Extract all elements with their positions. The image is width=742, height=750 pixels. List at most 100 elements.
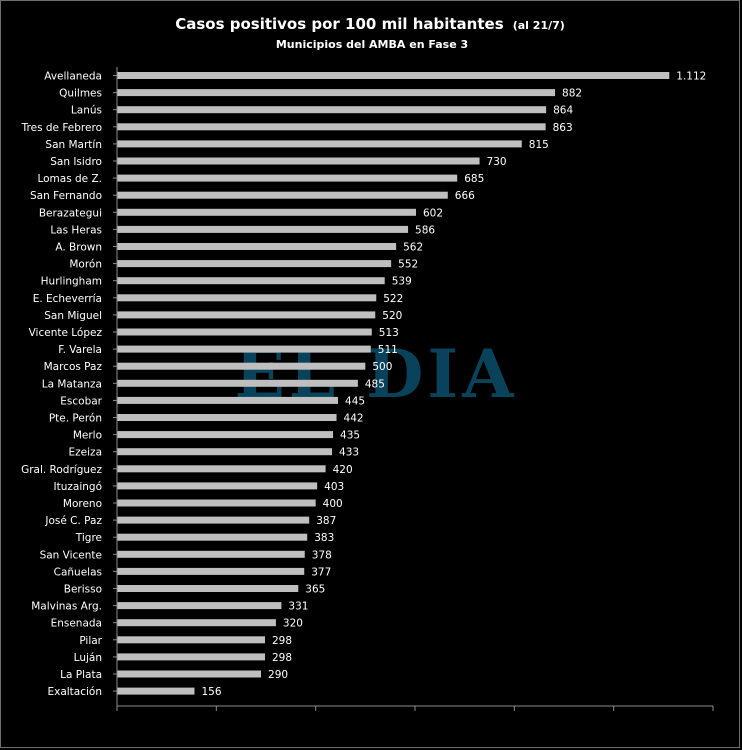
category-label: Avellaneda xyxy=(44,71,102,83)
category-label: San Fernando xyxy=(30,190,102,202)
chart-title-main: Casos positivos por 100 mil habitantes xyxy=(175,15,503,33)
bar xyxy=(117,465,326,473)
value-label: 156 xyxy=(201,686,221,698)
category-label: Gral. Rodríguez xyxy=(21,464,102,476)
chart-title-date: (al 21/7) xyxy=(513,19,565,32)
bar xyxy=(117,533,308,541)
bar xyxy=(117,379,358,387)
category-label: Cañuelas xyxy=(54,566,102,578)
category-label: La Plata xyxy=(60,669,102,681)
category-label: Ensenada xyxy=(51,618,102,630)
category-label: Tigre xyxy=(75,532,102,544)
category-label: Quilmes xyxy=(59,88,102,100)
category-label: San Isidro xyxy=(50,156,102,168)
value-label: 513 xyxy=(379,327,399,339)
category-label: Merlo xyxy=(73,430,102,442)
value-label: 815 xyxy=(529,139,549,151)
value-label: 685 xyxy=(464,173,484,185)
bar xyxy=(117,550,305,558)
category-label: Escobar xyxy=(60,395,102,407)
value-label: 320 xyxy=(283,618,303,630)
category-label: Ituzaingó xyxy=(54,481,102,493)
value-label: 864 xyxy=(553,105,573,117)
bar xyxy=(117,243,397,250)
value-label: 666 xyxy=(455,190,475,202)
value-label: 730 xyxy=(487,156,507,168)
bar xyxy=(117,482,318,490)
bar xyxy=(117,106,547,114)
chart-title: Casos positivos por 100 mil habitantes (… xyxy=(175,14,565,33)
bar xyxy=(117,277,385,285)
bar xyxy=(117,585,299,592)
bar xyxy=(117,431,334,439)
bar xyxy=(117,260,392,268)
category-label: Tres de Febrero xyxy=(21,122,102,134)
bar xyxy=(117,602,282,610)
value-label: 522 xyxy=(383,293,403,305)
category-label: Lanús xyxy=(71,105,102,117)
category-label: San Martín xyxy=(45,139,102,151)
value-label: 882 xyxy=(562,88,582,100)
bar xyxy=(117,448,333,456)
category-label: Las Heras xyxy=(50,224,102,236)
bar xyxy=(117,191,448,199)
value-label: 863 xyxy=(553,122,573,134)
value-label: 331 xyxy=(288,601,308,613)
bar xyxy=(117,653,266,661)
category-label: Pte. Perón xyxy=(49,413,102,425)
bar xyxy=(117,567,305,575)
value-label: 383 xyxy=(314,532,334,544)
bar xyxy=(117,123,546,131)
bars-group: Avellaneda 1.112 Quilmes 882 Lanús 864 Tres de… xyxy=(21,71,707,699)
bar xyxy=(117,225,409,233)
category-label: Ezeiza xyxy=(69,447,102,459)
bar xyxy=(117,89,556,97)
category-label: Berisso xyxy=(64,584,102,596)
axis-group xyxy=(116,67,714,711)
bar xyxy=(117,414,337,421)
value-label: 365 xyxy=(305,584,325,596)
value-label: 520 xyxy=(382,310,402,322)
category-label: San Miguel xyxy=(44,310,102,322)
value-label: 420 xyxy=(333,464,353,476)
category-label: Moreno xyxy=(63,498,102,510)
bar xyxy=(117,396,339,404)
bar xyxy=(117,670,262,678)
bar xyxy=(117,636,266,644)
bar xyxy=(117,157,480,165)
category-label: La Matanza xyxy=(42,378,102,390)
bar xyxy=(117,140,522,148)
bar xyxy=(117,499,316,507)
category-label: Hurlingham xyxy=(41,276,102,288)
category-label: San Vicente xyxy=(40,549,102,561)
value-label: 511 xyxy=(378,344,398,356)
bar xyxy=(117,345,371,353)
value-label: 552 xyxy=(398,259,418,271)
bar xyxy=(117,687,195,695)
value-label: 586 xyxy=(415,224,435,236)
category-label: Lomas de Z. xyxy=(37,173,102,185)
bar xyxy=(117,174,458,182)
category-label: Morón xyxy=(69,259,102,271)
value-label: 485 xyxy=(365,378,385,390)
bar xyxy=(117,328,372,336)
value-label: 602 xyxy=(423,207,443,219)
value-label: 403 xyxy=(324,481,344,493)
bar xyxy=(117,362,366,370)
category-label: Vicente López xyxy=(29,327,103,339)
bar xyxy=(117,619,276,627)
bar xyxy=(117,311,376,319)
category-label: Berazategui xyxy=(39,207,102,219)
value-label: 290 xyxy=(268,669,288,681)
category-label: Marcos Paz xyxy=(44,361,103,373)
chart-subtitle: Municipios del AMBA en Fase 3 xyxy=(276,38,468,51)
value-label: 562 xyxy=(403,242,423,254)
category-label: A. Brown xyxy=(55,242,102,254)
value-label: 298 xyxy=(272,635,292,647)
value-label: 539 xyxy=(392,276,412,288)
category-label: José C. Paz xyxy=(44,515,102,527)
category-label: Pilar xyxy=(79,635,102,647)
category-label: F. Varela xyxy=(58,344,102,356)
value-label: 435 xyxy=(340,430,360,442)
